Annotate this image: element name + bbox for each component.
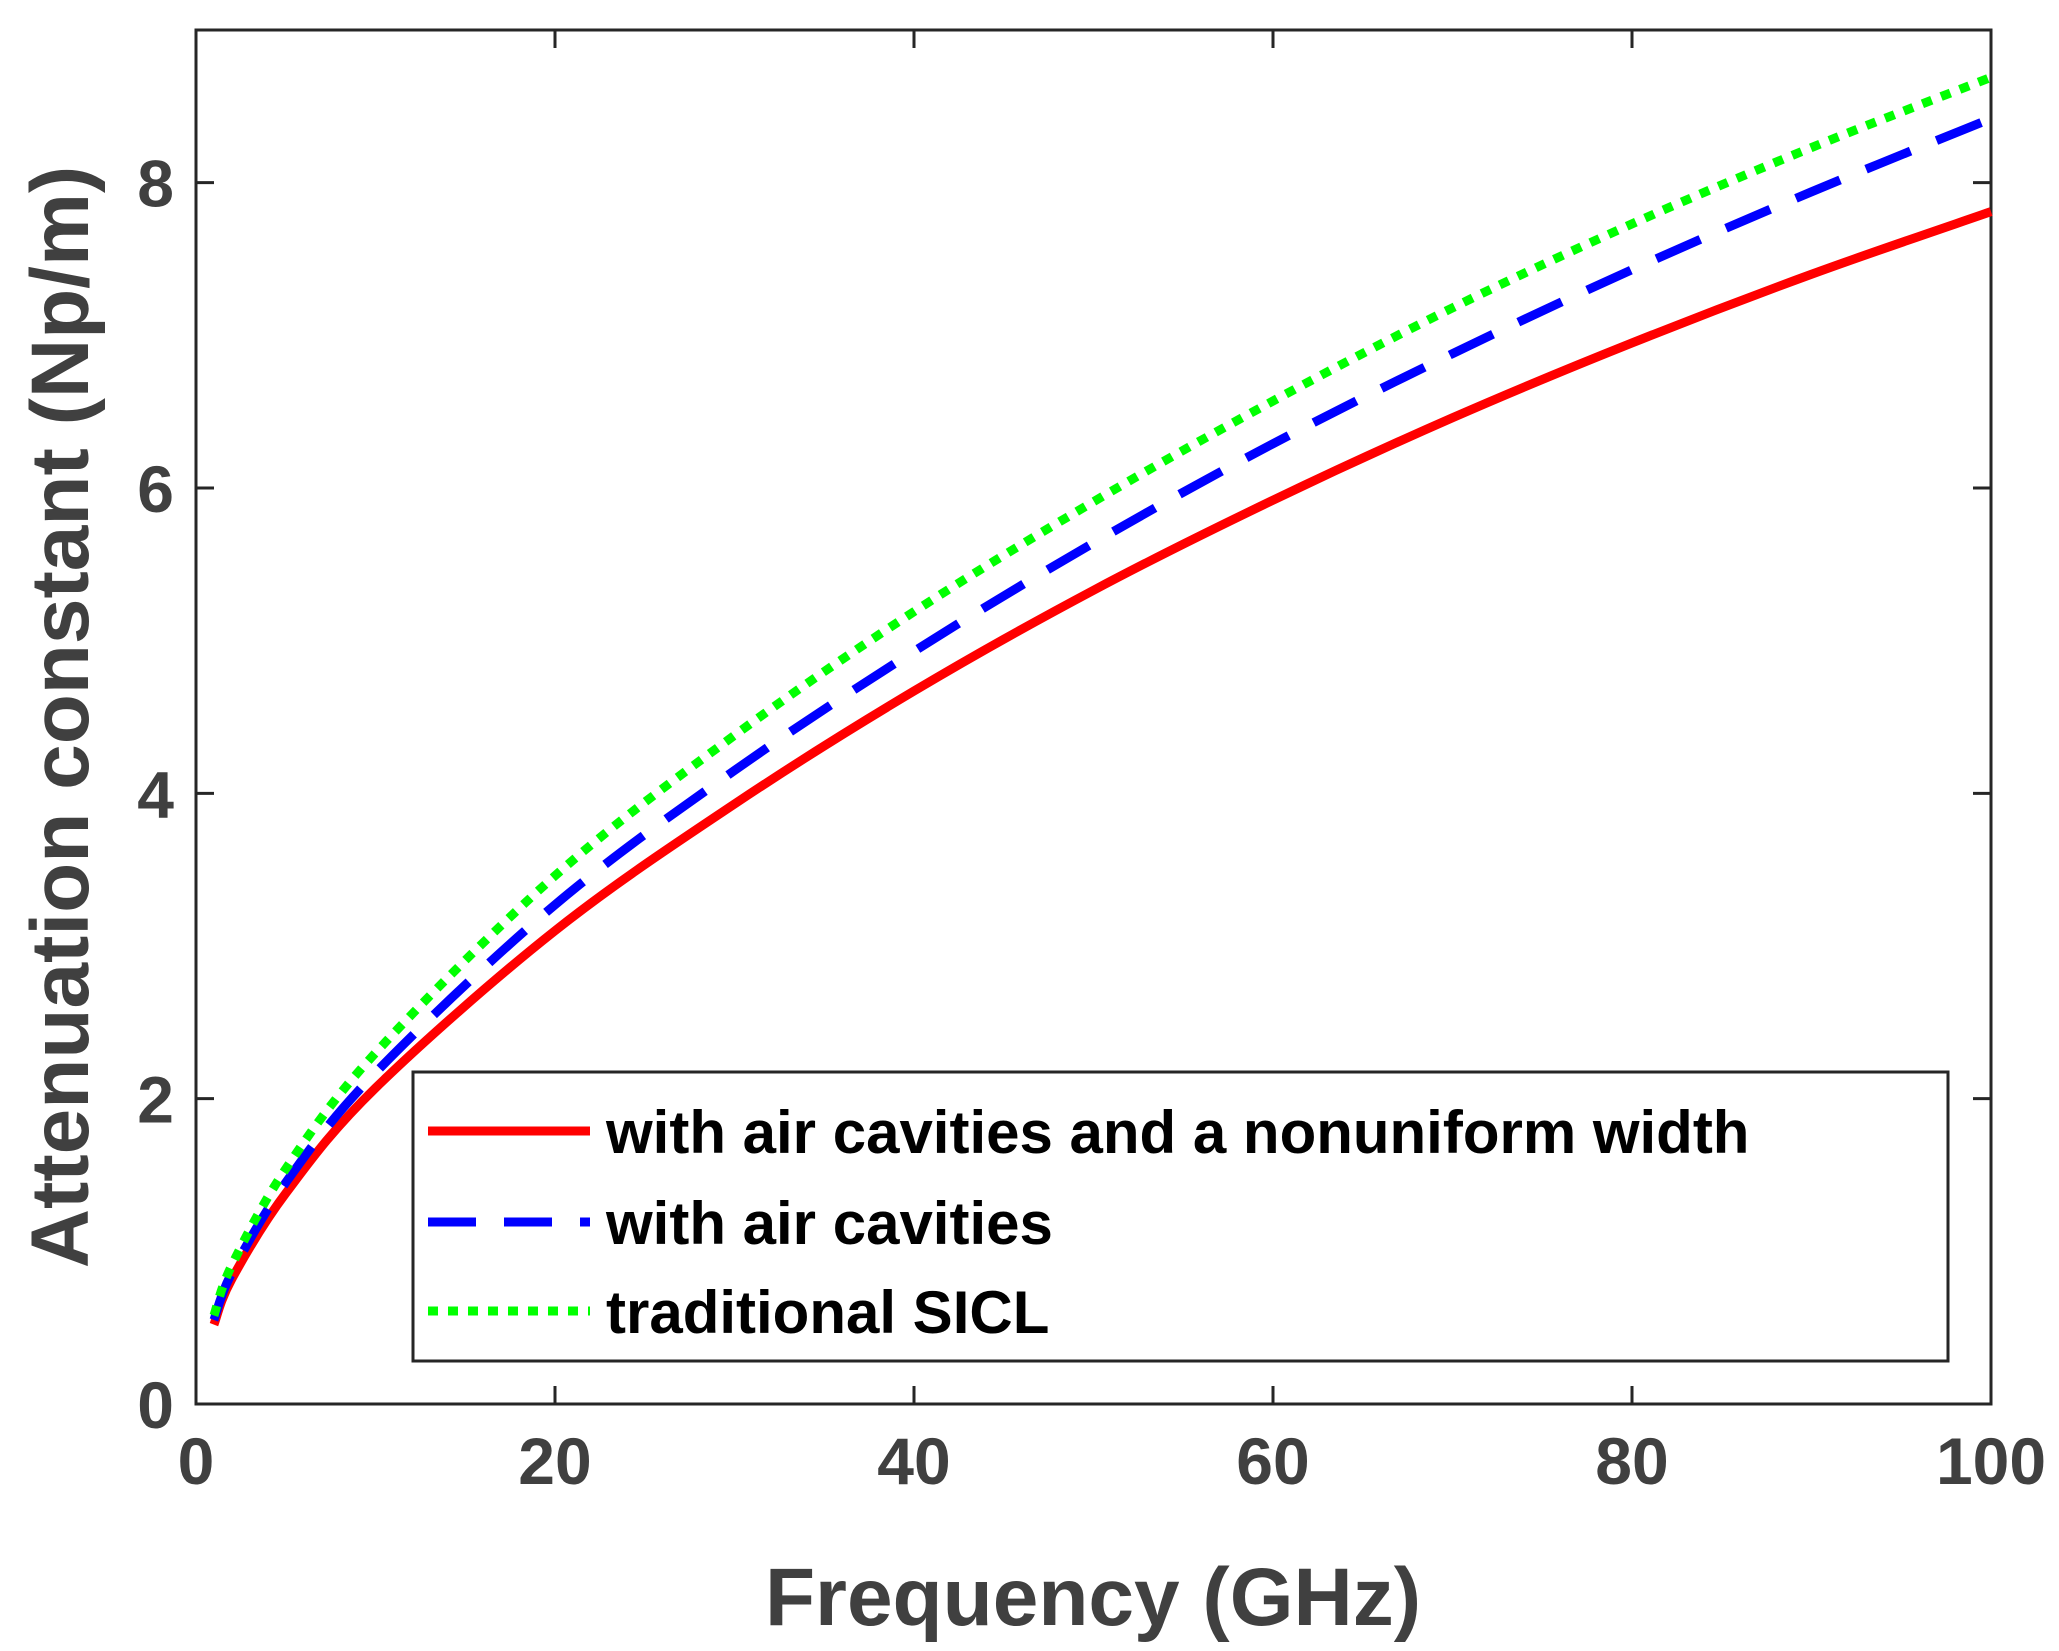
y-tick-label: 0 bbox=[137, 1368, 174, 1442]
series-line-dashed bbox=[209, 114, 1993, 1322]
legend-label-air-cavities: with air cavities bbox=[605, 1190, 1053, 1257]
x-tick-label: 80 bbox=[1595, 1424, 1668, 1498]
x-tick-label: 40 bbox=[877, 1424, 950, 1498]
x-tick-label: 0 bbox=[178, 1424, 215, 1498]
y-tick-label: 6 bbox=[137, 452, 174, 526]
legend-label-nonuniform: with air cavities and a nonuniform width bbox=[605, 1099, 1749, 1166]
x-axis-label: Frequency (GHz) bbox=[765, 1552, 1421, 1643]
y-axis-label: Attenuation constant (Np/m) bbox=[15, 166, 106, 1268]
legend-label-traditional-sicl: traditional SICL bbox=[606, 1279, 1049, 1346]
x-tick-label: 60 bbox=[1236, 1424, 1309, 1498]
series-line-solid bbox=[209, 207, 1993, 1327]
y-tick-label: 4 bbox=[137, 757, 174, 831]
x-tick-label: 100 bbox=[1936, 1424, 2046, 1498]
y-tick-label: 2 bbox=[137, 1063, 174, 1137]
series-line-dotted bbox=[209, 73, 1993, 1317]
ticks-layer: 0 20 40 60 80 100 0 2 4 6 8 bbox=[137, 30, 2046, 1498]
series-layer bbox=[209, 73, 1993, 1327]
legend: with air cavities and a nonuniform width… bbox=[411, 1070, 1950, 1363]
legend-box bbox=[411, 1070, 1950, 1363]
y-tick-label: 8 bbox=[137, 147, 174, 221]
x-tick-label: 20 bbox=[518, 1424, 591, 1498]
